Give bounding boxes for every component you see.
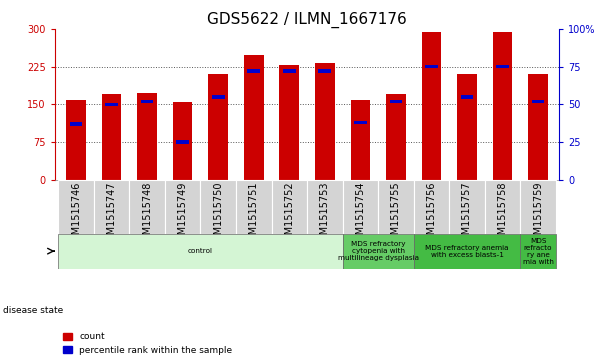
Bar	[461, 95, 473, 99]
Bar	[212, 95, 224, 99]
Bar	[496, 65, 509, 69]
Bar	[492, 32, 513, 180]
Bar	[351, 101, 370, 180]
Bar	[413, 234, 520, 269]
Bar	[141, 99, 153, 103]
Bar	[58, 180, 94, 234]
Bar	[105, 103, 118, 106]
Text: GSM1515756: GSM1515756	[426, 182, 437, 247]
Bar	[280, 65, 299, 180]
Bar	[130, 180, 165, 234]
Bar	[520, 180, 556, 234]
Text: GSM1515754: GSM1515754	[355, 182, 365, 247]
Bar	[165, 180, 201, 234]
Bar	[244, 55, 263, 180]
Bar	[485, 180, 520, 234]
Bar	[386, 94, 406, 180]
Bar	[449, 180, 485, 234]
Bar	[528, 74, 548, 180]
Text: GSM1515758: GSM1515758	[497, 182, 508, 247]
Text: MDS refractory anemia
with excess blasts-1: MDS refractory anemia with excess blasts…	[425, 245, 509, 258]
Bar	[413, 180, 449, 234]
Bar	[247, 69, 260, 73]
Bar	[209, 74, 228, 180]
Bar	[201, 180, 236, 234]
Bar	[422, 32, 441, 180]
Text: control: control	[188, 248, 213, 254]
Title: GDS5622 / ILMN_1667176: GDS5622 / ILMN_1667176	[207, 12, 407, 28]
Bar	[307, 180, 342, 234]
Bar	[354, 121, 367, 124]
Bar	[70, 122, 83, 126]
Bar	[58, 234, 342, 269]
Bar	[457, 74, 477, 180]
Text: GSM1515752: GSM1515752	[285, 182, 294, 247]
Bar	[520, 234, 556, 269]
Text: GSM1515747: GSM1515747	[106, 182, 117, 247]
Bar	[102, 94, 122, 180]
Bar	[94, 180, 130, 234]
Text: MDS
refracto
ry ane
mia with: MDS refracto ry ane mia with	[523, 238, 553, 265]
Bar	[176, 140, 189, 144]
Bar	[236, 180, 272, 234]
Bar	[319, 69, 331, 73]
Bar	[315, 63, 334, 180]
Bar	[531, 99, 544, 103]
Text: GSM1515753: GSM1515753	[320, 182, 330, 247]
Text: GSM1515746: GSM1515746	[71, 182, 81, 247]
Legend: count, percentile rank within the sample: count, percentile rank within the sample	[59, 329, 236, 359]
Bar	[390, 99, 402, 103]
Text: GSM1515749: GSM1515749	[178, 182, 188, 247]
Bar	[378, 180, 413, 234]
Text: GSM1515751: GSM1515751	[249, 182, 259, 247]
Bar	[272, 180, 307, 234]
Text: disease state: disease state	[3, 306, 63, 315]
Text: GSM1515748: GSM1515748	[142, 182, 152, 247]
Bar	[425, 65, 438, 69]
Bar	[66, 101, 86, 180]
Text: GSM1515755: GSM1515755	[391, 182, 401, 247]
Text: GSM1515759: GSM1515759	[533, 182, 543, 247]
Text: GSM1515757: GSM1515757	[462, 182, 472, 247]
Bar	[173, 102, 192, 180]
Bar	[283, 69, 295, 73]
Text: MDS refractory
cytopenia with
multilineage dysplasia: MDS refractory cytopenia with multilinea…	[337, 241, 419, 261]
Bar	[137, 93, 157, 180]
Text: GSM1515750: GSM1515750	[213, 182, 223, 247]
Bar	[342, 234, 413, 269]
Bar	[342, 180, 378, 234]
